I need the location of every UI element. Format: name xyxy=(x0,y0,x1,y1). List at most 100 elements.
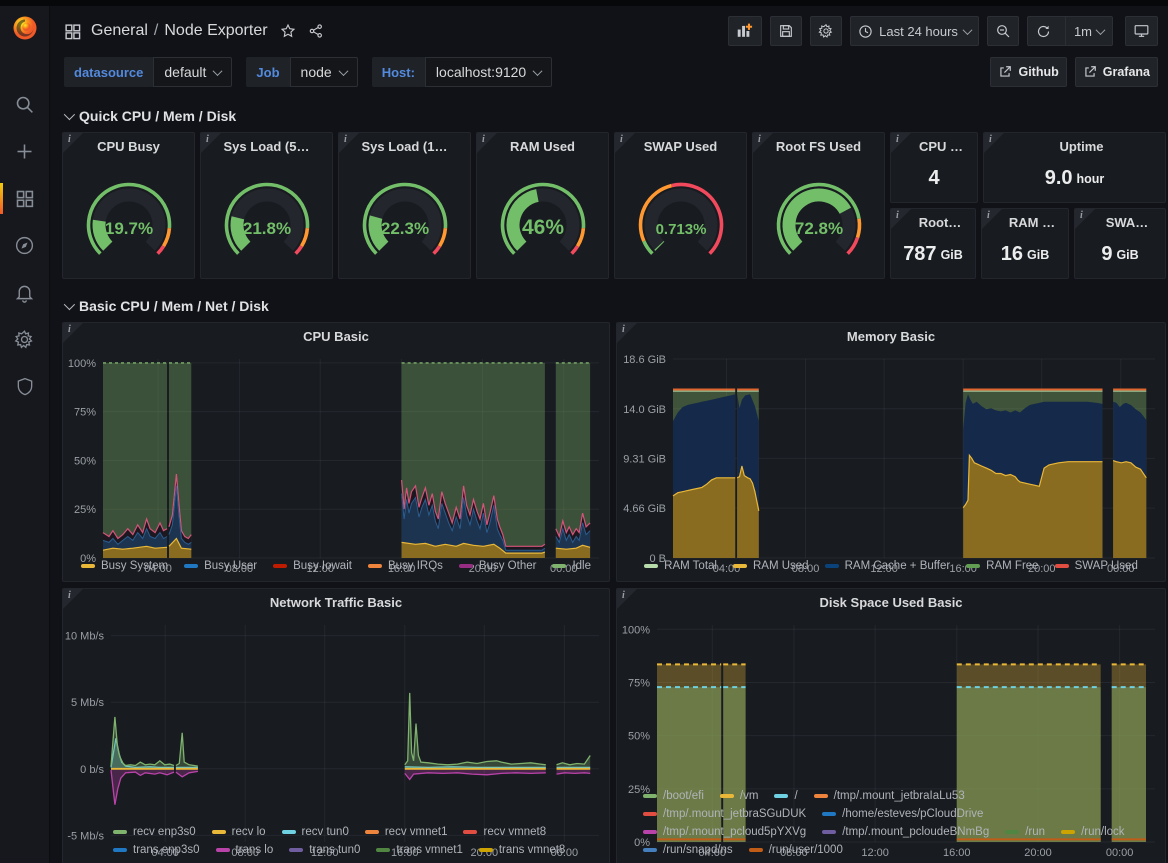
panel-info-icon[interactable]: i xyxy=(1075,209,1095,229)
legend-row: /tmp/.mount_pcloud5pYXVg/tmp/.mount_pclo… xyxy=(627,823,1155,841)
sidebar-item-configuration[interactable] xyxy=(0,316,50,363)
panel-info-icon[interactable]: i xyxy=(891,133,911,153)
legend-label: /run/user/1000 xyxy=(769,841,843,859)
legend-item-busy-iowait[interactable]: Busy Iowait xyxy=(273,557,352,575)
panel-info-icon[interactable]: i xyxy=(63,133,83,153)
zoom-out-time-button[interactable] xyxy=(987,16,1019,46)
legend-item-busy-irqs[interactable]: Busy IRQs xyxy=(368,557,443,575)
chart-canvas[interactable]: 04:0008:0012:0016:0020:0000:0018.6 GiB14… xyxy=(617,351,1165,575)
sidebar-item-dashboards[interactable] xyxy=(0,175,50,222)
variable-value-dropdown[interactable]: node xyxy=(290,57,358,87)
legend-item-tmp-mount-jetbrasguduk[interactable]: /tmp/.mount_jetbraSGuDUK xyxy=(643,805,806,823)
legend-item-trans-enp3s0[interactable]: trans enp3s0 xyxy=(113,841,200,859)
legend-item-busy-other[interactable]: Busy Other xyxy=(459,557,537,575)
legend-item-ram-free[interactable]: RAM Free xyxy=(966,557,1038,575)
panel-title[interactable]: CPU Basic xyxy=(63,323,609,351)
time-range-picker[interactable]: Last 24 hours xyxy=(850,16,979,46)
panel-info-icon[interactable]: i xyxy=(63,323,83,343)
panel-info-icon[interactable]: i xyxy=(982,209,1002,229)
panel-info-icon[interactable]: i xyxy=(617,589,637,609)
panel-info-icon[interactable]: i xyxy=(339,133,359,153)
panel-info-icon[interactable]: i xyxy=(63,589,83,609)
panel-info-icon[interactable]: i xyxy=(891,209,911,229)
stat-value-wrap: 787GiB xyxy=(891,237,975,278)
legend-item-swap-used[interactable]: SWAP Used xyxy=(1055,557,1138,575)
svg-text:50%: 50% xyxy=(74,455,96,467)
legend-swatch xyxy=(216,848,230,852)
legend-item-vm[interactable]: /vm xyxy=(720,787,759,805)
legend-label: recv tun0 xyxy=(302,823,349,841)
legend-item-recv-lo[interactable]: recv lo xyxy=(212,823,266,841)
chart-canvas[interactable]: 04:0008:0012:0016:0020:0000:00100%75%50%… xyxy=(63,351,609,575)
row-header-basic[interactable]: Basic CPU / Mem / Net / Disk xyxy=(62,286,1166,322)
legend-item-busy-user[interactable]: Busy User xyxy=(184,557,257,575)
panel-title[interactable]: Memory Basic xyxy=(617,323,1165,351)
row-header-quick[interactable]: Quick CPU / Mem / Disk xyxy=(62,96,1166,132)
panel-title[interactable]: Disk Space Used Basic xyxy=(617,589,1165,617)
panel-info-icon[interactable]: i xyxy=(984,133,1004,153)
panel-info-icon[interactable]: i xyxy=(753,133,773,153)
svg-text:75%: 75% xyxy=(74,407,96,419)
legend-item-ram-used[interactable]: RAM Used xyxy=(733,557,809,575)
panel-info-icon[interactable]: i xyxy=(477,133,497,153)
legend-item-tmp-mount-pcloud5pyxvg[interactable]: /tmp/.mount_pcloud5pYXVg xyxy=(643,823,806,841)
legend-label: Busy Other xyxy=(479,557,537,575)
legend-item-trans-lo[interactable]: trans lo xyxy=(216,841,274,859)
sidebar-item-create[interactable] xyxy=(0,128,50,175)
variable-value-dropdown[interactable]: localhost:9120 xyxy=(425,57,552,87)
legend-item-boot-efi[interactable]: /boot/efi xyxy=(643,787,704,805)
panel-title[interactable]: Network Traffic Basic xyxy=(63,589,609,617)
breadcrumb-folder[interactable]: General xyxy=(91,22,148,40)
legend-item-run-user-1000[interactable]: /run/user/1000 xyxy=(749,841,843,859)
legend-label: /run xyxy=(1025,823,1045,841)
add-panel-button[interactable] xyxy=(728,16,762,46)
legend-item-recv-vmnet1[interactable]: recv vmnet1 xyxy=(365,823,448,841)
refresh-interval-dropdown[interactable]: 1m xyxy=(1065,17,1112,45)
legend-item-[interactable]: / xyxy=(774,787,797,805)
legend-item-trans-vmnet8[interactable]: trans vmnet8 xyxy=(479,841,565,859)
legend-item-busy-system[interactable]: Busy System xyxy=(81,557,168,575)
legend-item-recv-enp3s0[interactable]: recv enp3s0 xyxy=(113,823,196,841)
variable-value-dropdown[interactable]: default xyxy=(153,57,232,87)
legend-label: recv vmnet1 xyxy=(385,823,448,841)
legend-item-tmp-mount-jetbraialu53[interactable]: /tmp/.mount_jetbraIaLu53 xyxy=(814,787,965,805)
legend-item-run[interactable]: /run xyxy=(1005,823,1045,841)
panel-info-icon[interactable]: i xyxy=(615,133,635,153)
legend-item-home-esteves-pclouddrive[interactable]: /home/esteves/pCloudDrive xyxy=(822,805,983,823)
star-icon[interactable] xyxy=(280,23,296,39)
sidebar-item-search[interactable] xyxy=(0,81,50,128)
link-grafana[interactable]: Grafana xyxy=(1075,57,1158,87)
gauge-value: 72.8% xyxy=(794,219,842,238)
link-github[interactable]: Github xyxy=(990,57,1066,87)
panel-info-icon[interactable]: i xyxy=(617,323,637,343)
legend-item-trans-tun0[interactable]: trans tun0 xyxy=(289,841,360,859)
panel-title[interactable]: Uptime xyxy=(984,133,1165,161)
sidebar-item-alerting[interactable] xyxy=(0,269,50,316)
panel-info-icon[interactable]: i xyxy=(201,133,221,153)
refresh-interval-label: 1m xyxy=(1074,24,1092,39)
legend-item-trans-vmnet1[interactable]: trans vmnet1 xyxy=(376,841,462,859)
dashboard-settings-button[interactable] xyxy=(810,16,842,46)
legend-item-recv-vmnet8[interactable]: recv vmnet8 xyxy=(463,823,546,841)
panel-stat-cpu: iCPU …4 xyxy=(890,132,978,203)
share-icon[interactable] xyxy=(308,23,324,39)
legend-item-recv-tun0[interactable]: recv tun0 xyxy=(282,823,349,841)
grafana-logo[interactable] xyxy=(11,14,39,47)
sidebar-item-server-admin[interactable] xyxy=(0,363,50,410)
legend-item-run-snapd-ns[interactable]: /run/snapd/ns xyxy=(643,841,733,859)
legend-item-ram-total[interactable]: RAM Total xyxy=(644,557,717,575)
legend-item-run-lock[interactable]: /run/lock xyxy=(1061,823,1124,841)
panel-gauge-ram-used: iRAM Used46% xyxy=(476,132,609,279)
save-dashboard-button[interactable] xyxy=(770,16,802,46)
legend-item-ram-cache-buffer[interactable]: RAM Cache + Buffer xyxy=(825,557,951,575)
gauge: 46% xyxy=(477,161,608,278)
legend-item-idle[interactable]: Idle xyxy=(552,557,591,575)
dashboard-grid-icon[interactable] xyxy=(64,23,81,40)
breadcrumb-dashboard-title[interactable]: Node Exporter xyxy=(164,22,267,40)
legend-item-tmp-mount-pcloudebnmbg[interactable]: /tmp/.mount_pcloudeBNmBg xyxy=(822,823,989,841)
sidebar-item-explore[interactable] xyxy=(0,222,50,269)
kiosk-mode-button[interactable] xyxy=(1125,16,1158,46)
variable-label: datasource xyxy=(64,57,153,87)
refresh-button[interactable] xyxy=(1028,17,1059,45)
gauge-value: 21.8% xyxy=(242,219,290,238)
